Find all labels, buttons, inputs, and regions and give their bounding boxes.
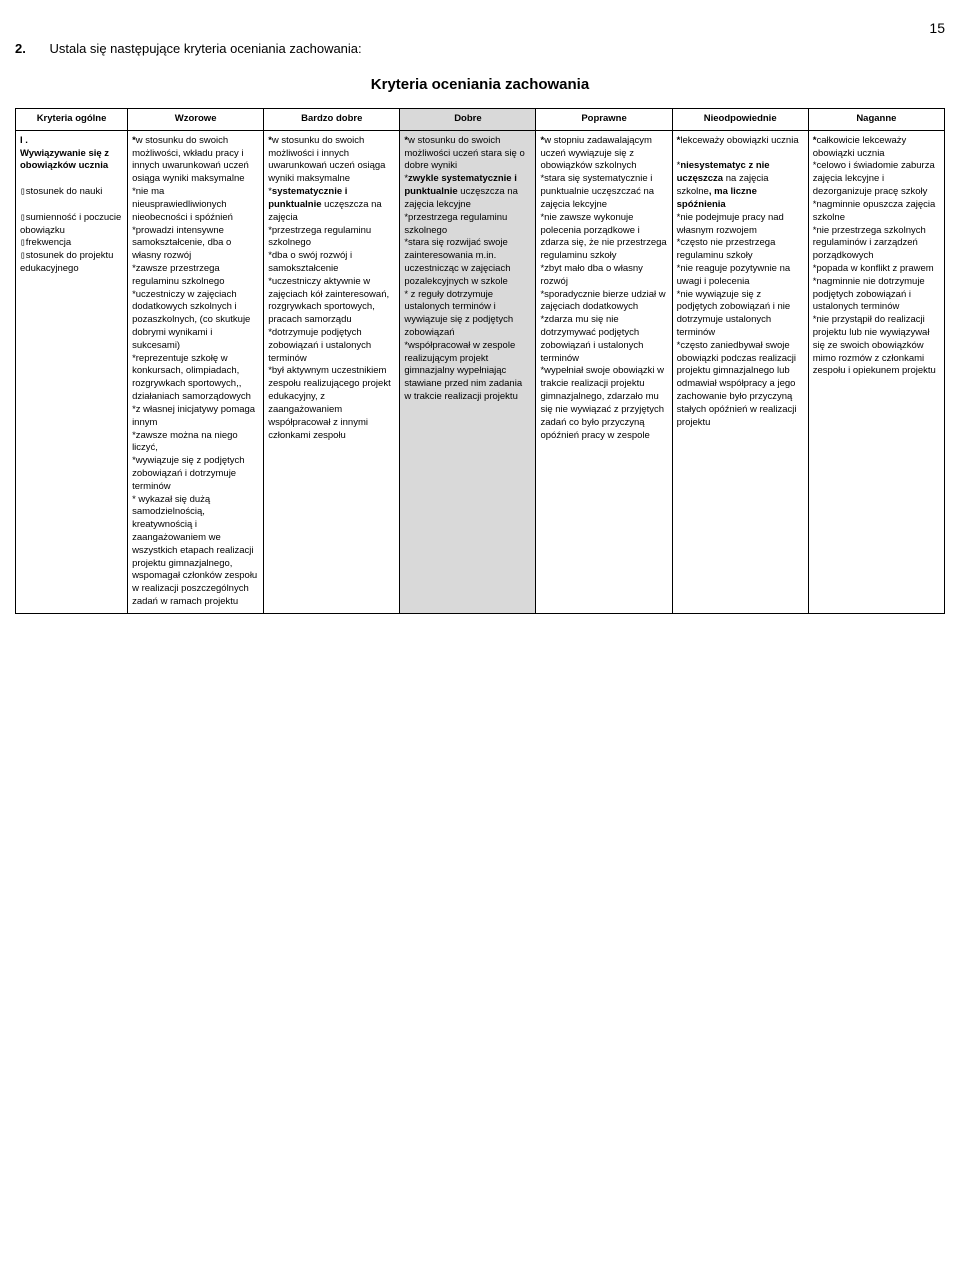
intro-number: 2. [15, 41, 26, 56]
header-poprawne: Poprawne [536, 109, 672, 131]
cell-wzorowe: *w stosunku do swoich możliwości, wkładu… [128, 130, 264, 613]
intro-text: Ustala się następujące kryteria oceniani… [49, 41, 361, 56]
cell-naganne: *całkowicie lekceważy obowiązki ucznia*c… [808, 130, 944, 613]
header-criteria: Kryteria ogólne [16, 109, 128, 131]
cell-criteria: I .Wywiązywanie się z obowiązków ucznia▯… [16, 130, 128, 613]
intro-line: 2. Ustala się następujące kryteria oceni… [15, 41, 945, 56]
header-naganne: Naganne [808, 109, 944, 131]
criteria-table: Kryteria ogólne Wzorowe Bardzo dobre Dob… [15, 108, 945, 614]
page-number: 15 [15, 20, 945, 36]
table-row: I .Wywiązywanie się z obowiązków ucznia▯… [16, 130, 945, 613]
cell-bardzo-dobre: *w stosunku do swoich możliwości i innyc… [264, 130, 400, 613]
page-title: Kryteria oceniania zachowania [15, 76, 945, 93]
header-wzorowe: Wzorowe [128, 109, 264, 131]
table-header-row: Kryteria ogólne Wzorowe Bardzo dobre Dob… [16, 109, 945, 131]
header-dobre: Dobre [400, 109, 536, 131]
cell-dobre: *w stosunku do swoich możliwości uczeń s… [400, 130, 536, 613]
cell-nieodpowiednie: *lekceważy obowiązki ucznia*niesystematy… [672, 130, 808, 613]
cell-poprawne: *w stopniu zadawalającym uczeń wywiązuje… [536, 130, 672, 613]
header-nieodpowiednie: Nieodpowiednie [672, 109, 808, 131]
header-bardzo-dobre: Bardzo dobre [264, 109, 400, 131]
